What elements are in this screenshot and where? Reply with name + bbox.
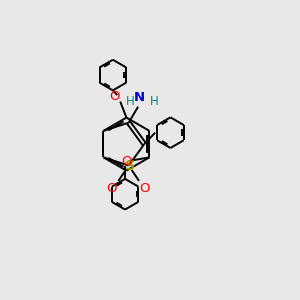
Text: O: O: [140, 182, 150, 195]
Text: S: S: [125, 159, 135, 173]
Text: N: N: [134, 91, 145, 104]
Text: O: O: [121, 155, 132, 168]
Text: O: O: [110, 90, 120, 103]
Text: O: O: [107, 182, 117, 195]
Text: H: H: [125, 95, 134, 108]
Text: H: H: [150, 95, 159, 108]
